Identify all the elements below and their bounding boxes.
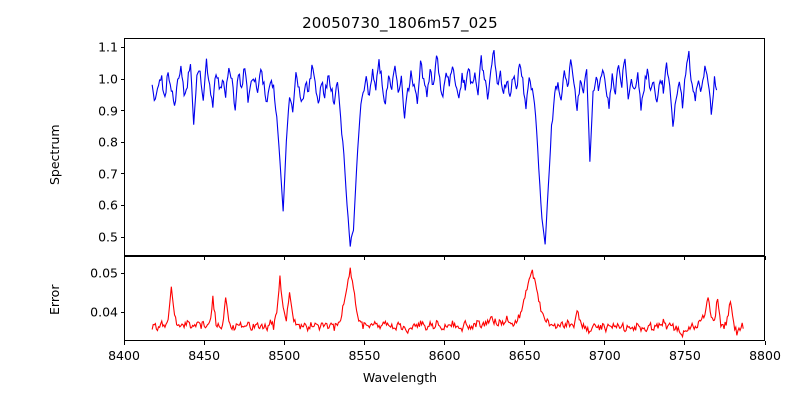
ylabel-error: Error bbox=[47, 284, 62, 315]
ytick-spectrum bbox=[120, 236, 124, 238]
spectrum-panel bbox=[124, 38, 765, 256]
xtick-label: 8500 bbox=[268, 348, 301, 363]
spectrum-line bbox=[152, 50, 716, 246]
ytick-spectrum bbox=[120, 78, 124, 80]
xtick-upper bbox=[764, 256, 766, 260]
spectrum-trace bbox=[125, 39, 764, 255]
ytick-spectrum bbox=[120, 46, 124, 49]
xtick-upper bbox=[684, 256, 686, 260]
ytick-label-error: 0.04 bbox=[90, 304, 118, 320]
xtick-upper bbox=[524, 256, 526, 260]
error-trace bbox=[125, 257, 764, 340]
ytick-label-spectrum: 1.0 bbox=[98, 71, 118, 87]
ytick-spectrum bbox=[120, 204, 124, 207]
ytick-label-spectrum: 0.8 bbox=[98, 134, 118, 150]
error-panel bbox=[124, 256, 765, 341]
xtick-lower bbox=[203, 341, 205, 345]
xtick-upper bbox=[363, 256, 365, 260]
ytick-error bbox=[120, 311, 124, 313]
xtick-lower bbox=[444, 341, 446, 345]
xtick-upper bbox=[604, 256, 606, 260]
ytick-label-spectrum: 0.6 bbox=[98, 197, 118, 213]
ytick-error bbox=[120, 272, 124, 274]
xtick-upper bbox=[123, 256, 125, 260]
error-line bbox=[152, 268, 743, 337]
ytick-label-spectrum: 0.5 bbox=[98, 229, 118, 245]
ytick-spectrum bbox=[120, 141, 124, 143]
ytick-label-spectrum: 0.7 bbox=[98, 166, 118, 182]
ytick-label-error: 0.05 bbox=[90, 265, 118, 281]
xtick-lower bbox=[764, 341, 766, 345]
xtick-label: 8750 bbox=[668, 348, 701, 363]
xtick-lower bbox=[123, 341, 125, 345]
xtick-label: 8650 bbox=[508, 348, 541, 363]
ytick-label-spectrum: 1.1 bbox=[98, 39, 118, 55]
xtick-upper bbox=[203, 256, 205, 260]
xtick-label: 8400 bbox=[108, 348, 140, 363]
ytick-label-spectrum: 0.9 bbox=[98, 103, 118, 119]
xlabel-wavelength: Wavelength bbox=[362, 370, 438, 385]
xtick-label: 8700 bbox=[588, 348, 621, 363]
xtick-lower bbox=[363, 341, 365, 345]
xtick-upper bbox=[283, 256, 285, 260]
xtick-lower bbox=[283, 341, 285, 345]
xtick-label: 8450 bbox=[188, 348, 221, 363]
xtick-label: 8550 bbox=[348, 348, 381, 363]
xtick-upper bbox=[444, 256, 446, 260]
xtick-label: 8800 bbox=[749, 348, 781, 363]
xtick-lower bbox=[604, 341, 606, 345]
ytick-spectrum bbox=[120, 110, 124, 112]
ylabel-spectrum: Spectrum bbox=[47, 124, 62, 185]
ytick-spectrum bbox=[120, 173, 124, 175]
xtick-label: 8600 bbox=[428, 348, 461, 363]
xtick-lower bbox=[684, 341, 686, 345]
xtick-lower bbox=[524, 341, 526, 345]
figure-title: 20050730_1806m57_025 bbox=[302, 14, 498, 32]
